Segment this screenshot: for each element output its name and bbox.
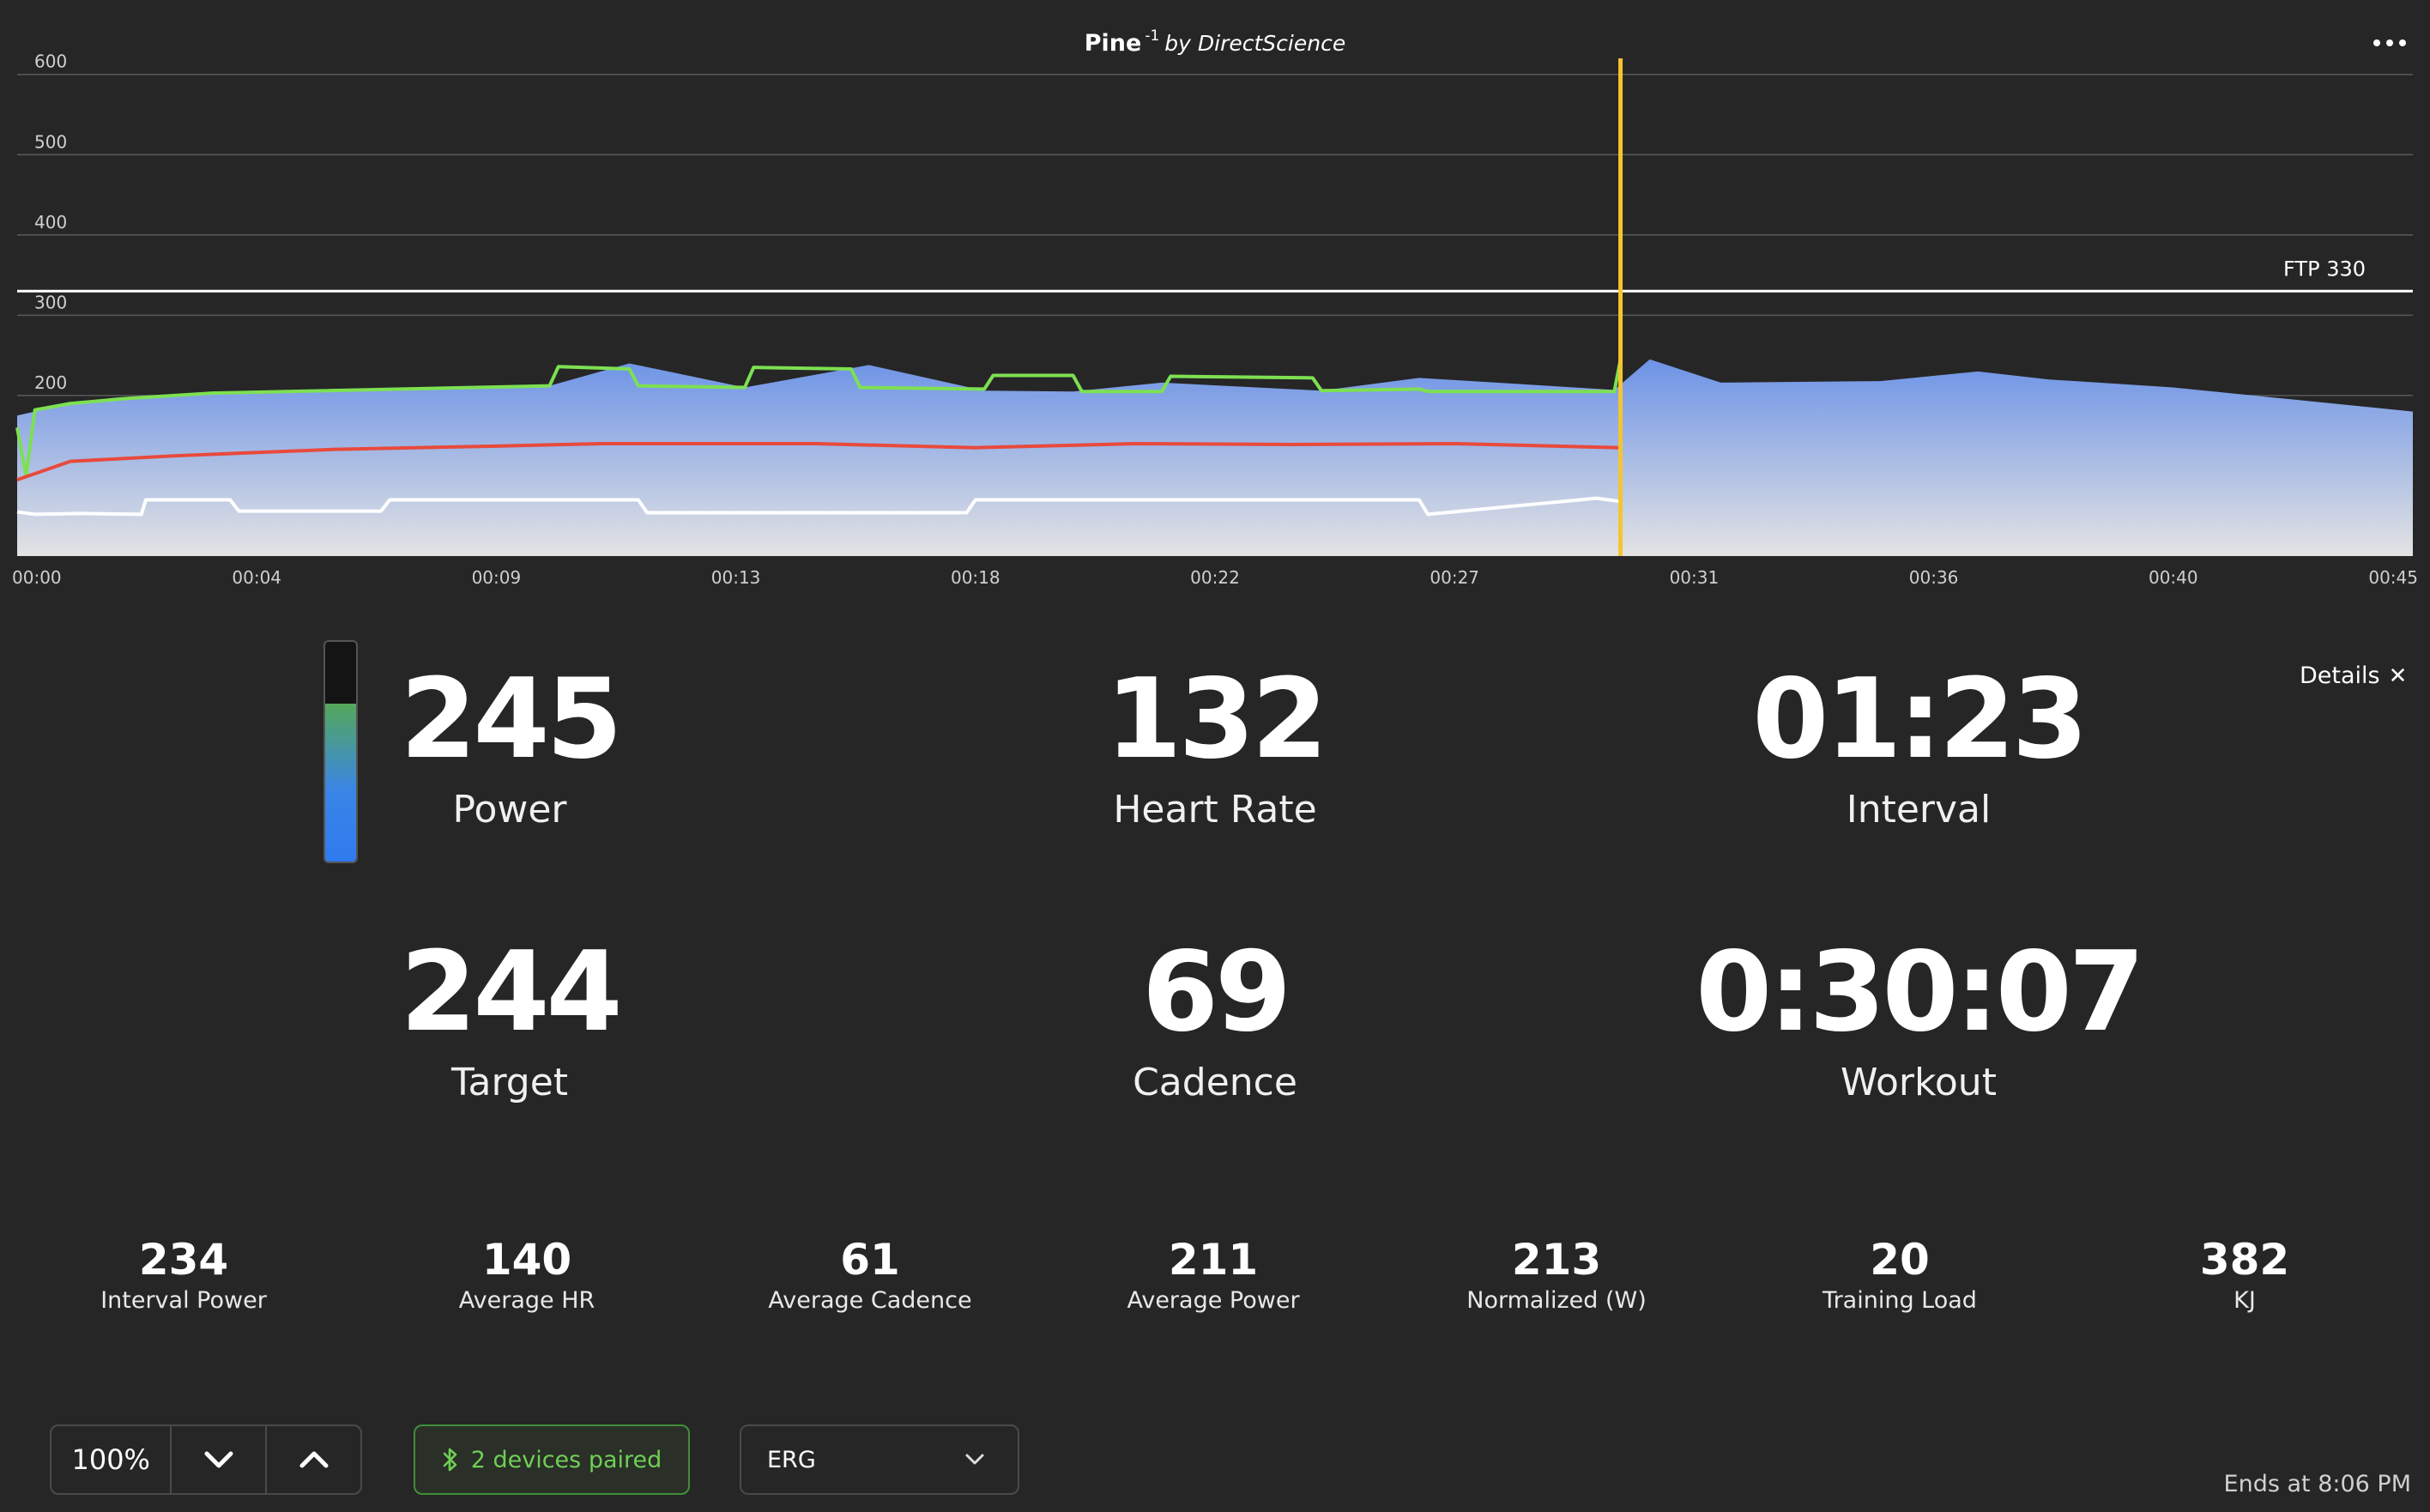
y-tick-label: 500 bbox=[34, 131, 67, 152]
details-button[interactable]: Details ✕ bbox=[2300, 662, 2407, 689]
x-tick-label: 00:31 bbox=[1670, 567, 1720, 588]
target-power-area bbox=[17, 359, 2413, 556]
stat-value: 213 bbox=[1511, 1235, 1602, 1285]
stat-label: KJ bbox=[2234, 1287, 2256, 1314]
stat-value: 382 bbox=[2199, 1235, 2290, 1285]
stat-label: Normalized (W) bbox=[1466, 1287, 1647, 1314]
stat-average-hr: 140 Average HR bbox=[355, 1234, 698, 1316]
close-icon[interactable]: ✕ bbox=[2388, 663, 2408, 689]
stat-label: Average Cadence bbox=[768, 1287, 972, 1314]
x-tick-label: 00:00 bbox=[12, 567, 62, 588]
ftp-line: FTP 330 bbox=[17, 257, 2413, 293]
devices-paired-button[interactable]: 2 devices paired bbox=[414, 1424, 690, 1495]
cadence-line bbox=[16, 496, 1621, 517]
stat-value: 140 bbox=[481, 1235, 572, 1285]
chevron-down-icon bbox=[204, 1451, 233, 1468]
workout-name: Pine bbox=[1084, 30, 1142, 57]
end-time-label: Ends at 8:06 PM bbox=[2223, 1471, 2411, 1497]
workout-time-label: Workout bbox=[1841, 1061, 1997, 1104]
intensity-value: 100% bbox=[51, 1426, 172, 1493]
increase-intensity-button[interactable] bbox=[267, 1426, 360, 1493]
chevron-down-icon bbox=[965, 1454, 984, 1465]
stat-normalized-power: 213 Normalized (W) bbox=[1385, 1234, 1728, 1316]
chart-series bbox=[15, 359, 1623, 517]
x-tick-label: 00:40 bbox=[2149, 567, 2198, 588]
devices-paired-label: 2 devices paired bbox=[470, 1446, 662, 1473]
bluetooth-icon bbox=[443, 1448, 457, 1472]
workout-time-value: 0:30:07 bbox=[1696, 928, 2145, 1056]
heart-rate-line bbox=[16, 442, 1621, 482]
stat-label: Training Load bbox=[1822, 1287, 1977, 1314]
mode-select[interactable]: ERG bbox=[740, 1424, 1019, 1495]
cadence-label: Cadence bbox=[1133, 1061, 1297, 1104]
stat-label: Interval Power bbox=[100, 1287, 267, 1314]
x-axis-ticks: 00:00 00:04 00:09 00:13 00:18 00:22 00:27 00:31… bbox=[12, 567, 2418, 588]
workout-version: -1 bbox=[1145, 27, 1160, 45]
power-line bbox=[15, 359, 1623, 478]
more-horizontal-icon[interactable] bbox=[2368, 26, 2411, 60]
ftp-label: FTP 330 bbox=[2283, 257, 2366, 281]
power-gauge bbox=[323, 640, 358, 863]
intensity-control: 100% bbox=[50, 1424, 362, 1495]
x-tick-label: 00:09 bbox=[472, 567, 522, 588]
y-tick-label: 600 bbox=[34, 51, 67, 72]
heart-rate-label: Heart Rate bbox=[1113, 788, 1317, 832]
stat-average-power: 211 Average Power bbox=[1042, 1234, 1385, 1316]
y-tick-label: 400 bbox=[34, 212, 67, 233]
stat-average-cadence: 61 Average Cadence bbox=[698, 1234, 1042, 1316]
power-label: Power bbox=[452, 788, 567, 832]
stat-interval-power: 234 Interval Power bbox=[12, 1234, 355, 1316]
x-tick-label: 00:13 bbox=[711, 567, 761, 588]
workout-metric: 0:30:07 Workout bbox=[1661, 928, 2176, 1109]
chart-gridlines: 200 300 400 500 600 bbox=[17, 51, 2413, 396]
power-value: 245 bbox=[400, 656, 622, 783]
interval-metric: 01:23 Interval bbox=[1661, 656, 2176, 836]
cadence-metric: 69 Cadence bbox=[958, 928, 1472, 1109]
chevron-up-icon bbox=[299, 1451, 329, 1468]
target-metric: 244 Target bbox=[252, 928, 767, 1109]
stat-kj: 382 KJ bbox=[2073, 1234, 2416, 1316]
stat-label: Average Power bbox=[1127, 1287, 1300, 1314]
y-tick-label: 300 bbox=[34, 292, 67, 312]
stat-value: 20 bbox=[1870, 1235, 1930, 1285]
stat-value: 61 bbox=[840, 1235, 900, 1285]
x-tick-label: 00:45 bbox=[2368, 567, 2418, 588]
y-tick-label: 200 bbox=[34, 372, 67, 393]
workout-title: Pine -1 by DirectScience bbox=[0, 27, 2430, 57]
power-gauge-fill bbox=[325, 703, 356, 862]
x-tick-label: 00:27 bbox=[1430, 567, 1479, 588]
stat-training-load: 20 Training Load bbox=[1728, 1234, 2071, 1316]
stat-value: 234 bbox=[138, 1235, 229, 1285]
x-tick-label: 00:18 bbox=[951, 567, 1000, 588]
stat-label: Average HR bbox=[458, 1287, 595, 1314]
mode-value: ERG bbox=[767, 1446, 816, 1473]
stat-value: 211 bbox=[1168, 1235, 1259, 1285]
interval-value: 01:23 bbox=[1752, 656, 2088, 783]
x-tick-label: 00:22 bbox=[1190, 567, 1240, 588]
x-tick-label: 00:04 bbox=[232, 567, 281, 588]
target-label: Target bbox=[450, 1061, 569, 1104]
heart-rate-metric: 132 Heart Rate bbox=[958, 656, 1472, 836]
interval-label: Interval bbox=[1846, 788, 1992, 832]
decrease-intensity-button[interactable] bbox=[172, 1426, 268, 1493]
power-metric: 245 Power bbox=[252, 656, 767, 836]
x-tick-label: 00:36 bbox=[1909, 567, 1959, 588]
heart-rate-value: 132 bbox=[1105, 656, 1327, 783]
cadence-value: 69 bbox=[1141, 928, 1291, 1056]
target-value: 244 bbox=[400, 928, 622, 1056]
workout-author: by DirectScience bbox=[1164, 31, 1346, 56]
details-label: Details bbox=[2300, 662, 2380, 689]
